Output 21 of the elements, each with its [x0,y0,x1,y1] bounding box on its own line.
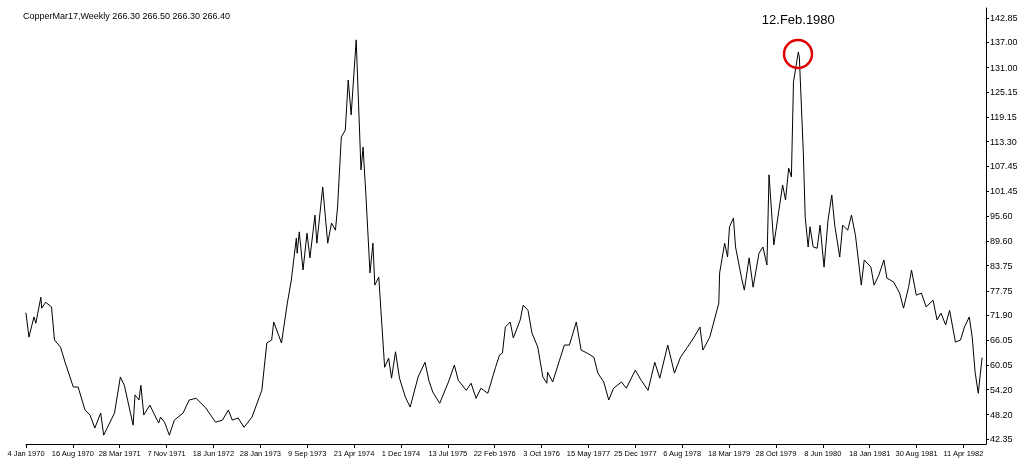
line-series [25,38,983,436]
y-tick-label: 54.20 [990,384,1013,395]
y-tick-label: 137.00 [990,37,1018,48]
annotation: 12.Feb.1980 [761,12,835,28]
y-tick-label: 107.45 [990,161,1018,172]
y-tick-label: 60.05 [990,359,1013,370]
y-tick-label: 113.30 [990,136,1017,147]
y-tick-label: 119.15 [990,112,1017,123]
y-tick-label: 71.90 [990,310,1013,321]
y-tick-label: 83.75 [990,260,1013,271]
y-tick-label: 42.35 [990,434,1013,445]
y-tick-label: 125.15 [990,87,1018,98]
y-tick-label: 89.60 [990,236,1013,247]
y-tick-label: 142.85 [990,12,1018,23]
chart-title: CopperMar17,Weekly 266.30 266.50 266.30 266.40 [23,10,230,21]
y-tick-label: 95.60 [990,210,1013,221]
y-tick-label: 77.75 [990,285,1013,296]
y-tick-label: 131.00 [990,62,1018,73]
y-tick-label: 48.20 [990,409,1013,420]
y-tick-label: 66.05 [990,334,1013,345]
y-tick-label: 101.45 [990,186,1018,197]
